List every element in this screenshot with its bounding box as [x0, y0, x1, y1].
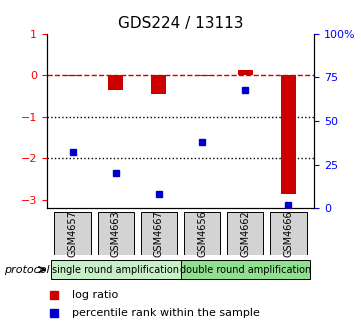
Bar: [108, 75, 123, 90]
FancyBboxPatch shape: [51, 260, 180, 280]
FancyBboxPatch shape: [270, 212, 306, 255]
Text: GSM4663: GSM4663: [111, 210, 121, 257]
FancyBboxPatch shape: [141, 212, 177, 255]
Text: GSM4662: GSM4662: [240, 210, 250, 257]
Text: GSM4656: GSM4656: [197, 210, 207, 257]
Text: double round amplification: double round amplification: [179, 265, 311, 275]
FancyBboxPatch shape: [180, 260, 310, 280]
FancyBboxPatch shape: [97, 212, 134, 255]
Text: protocol: protocol: [4, 265, 49, 275]
FancyBboxPatch shape: [227, 212, 264, 255]
Bar: [195, 75, 210, 76]
Text: GSM4657: GSM4657: [68, 210, 78, 257]
Text: log ratio: log ratio: [72, 290, 118, 300]
Bar: [238, 70, 253, 75]
Title: GDS224 / 13113: GDS224 / 13113: [118, 16, 243, 31]
Bar: [65, 75, 80, 76]
Bar: [151, 75, 166, 94]
Text: percentile rank within the sample: percentile rank within the sample: [72, 308, 260, 318]
Text: GSM4667: GSM4667: [154, 210, 164, 257]
Bar: [281, 75, 296, 194]
Text: GSM4666: GSM4666: [283, 210, 293, 257]
FancyBboxPatch shape: [55, 212, 91, 255]
Text: single round amplification: single round amplification: [52, 265, 179, 275]
FancyBboxPatch shape: [184, 212, 220, 255]
